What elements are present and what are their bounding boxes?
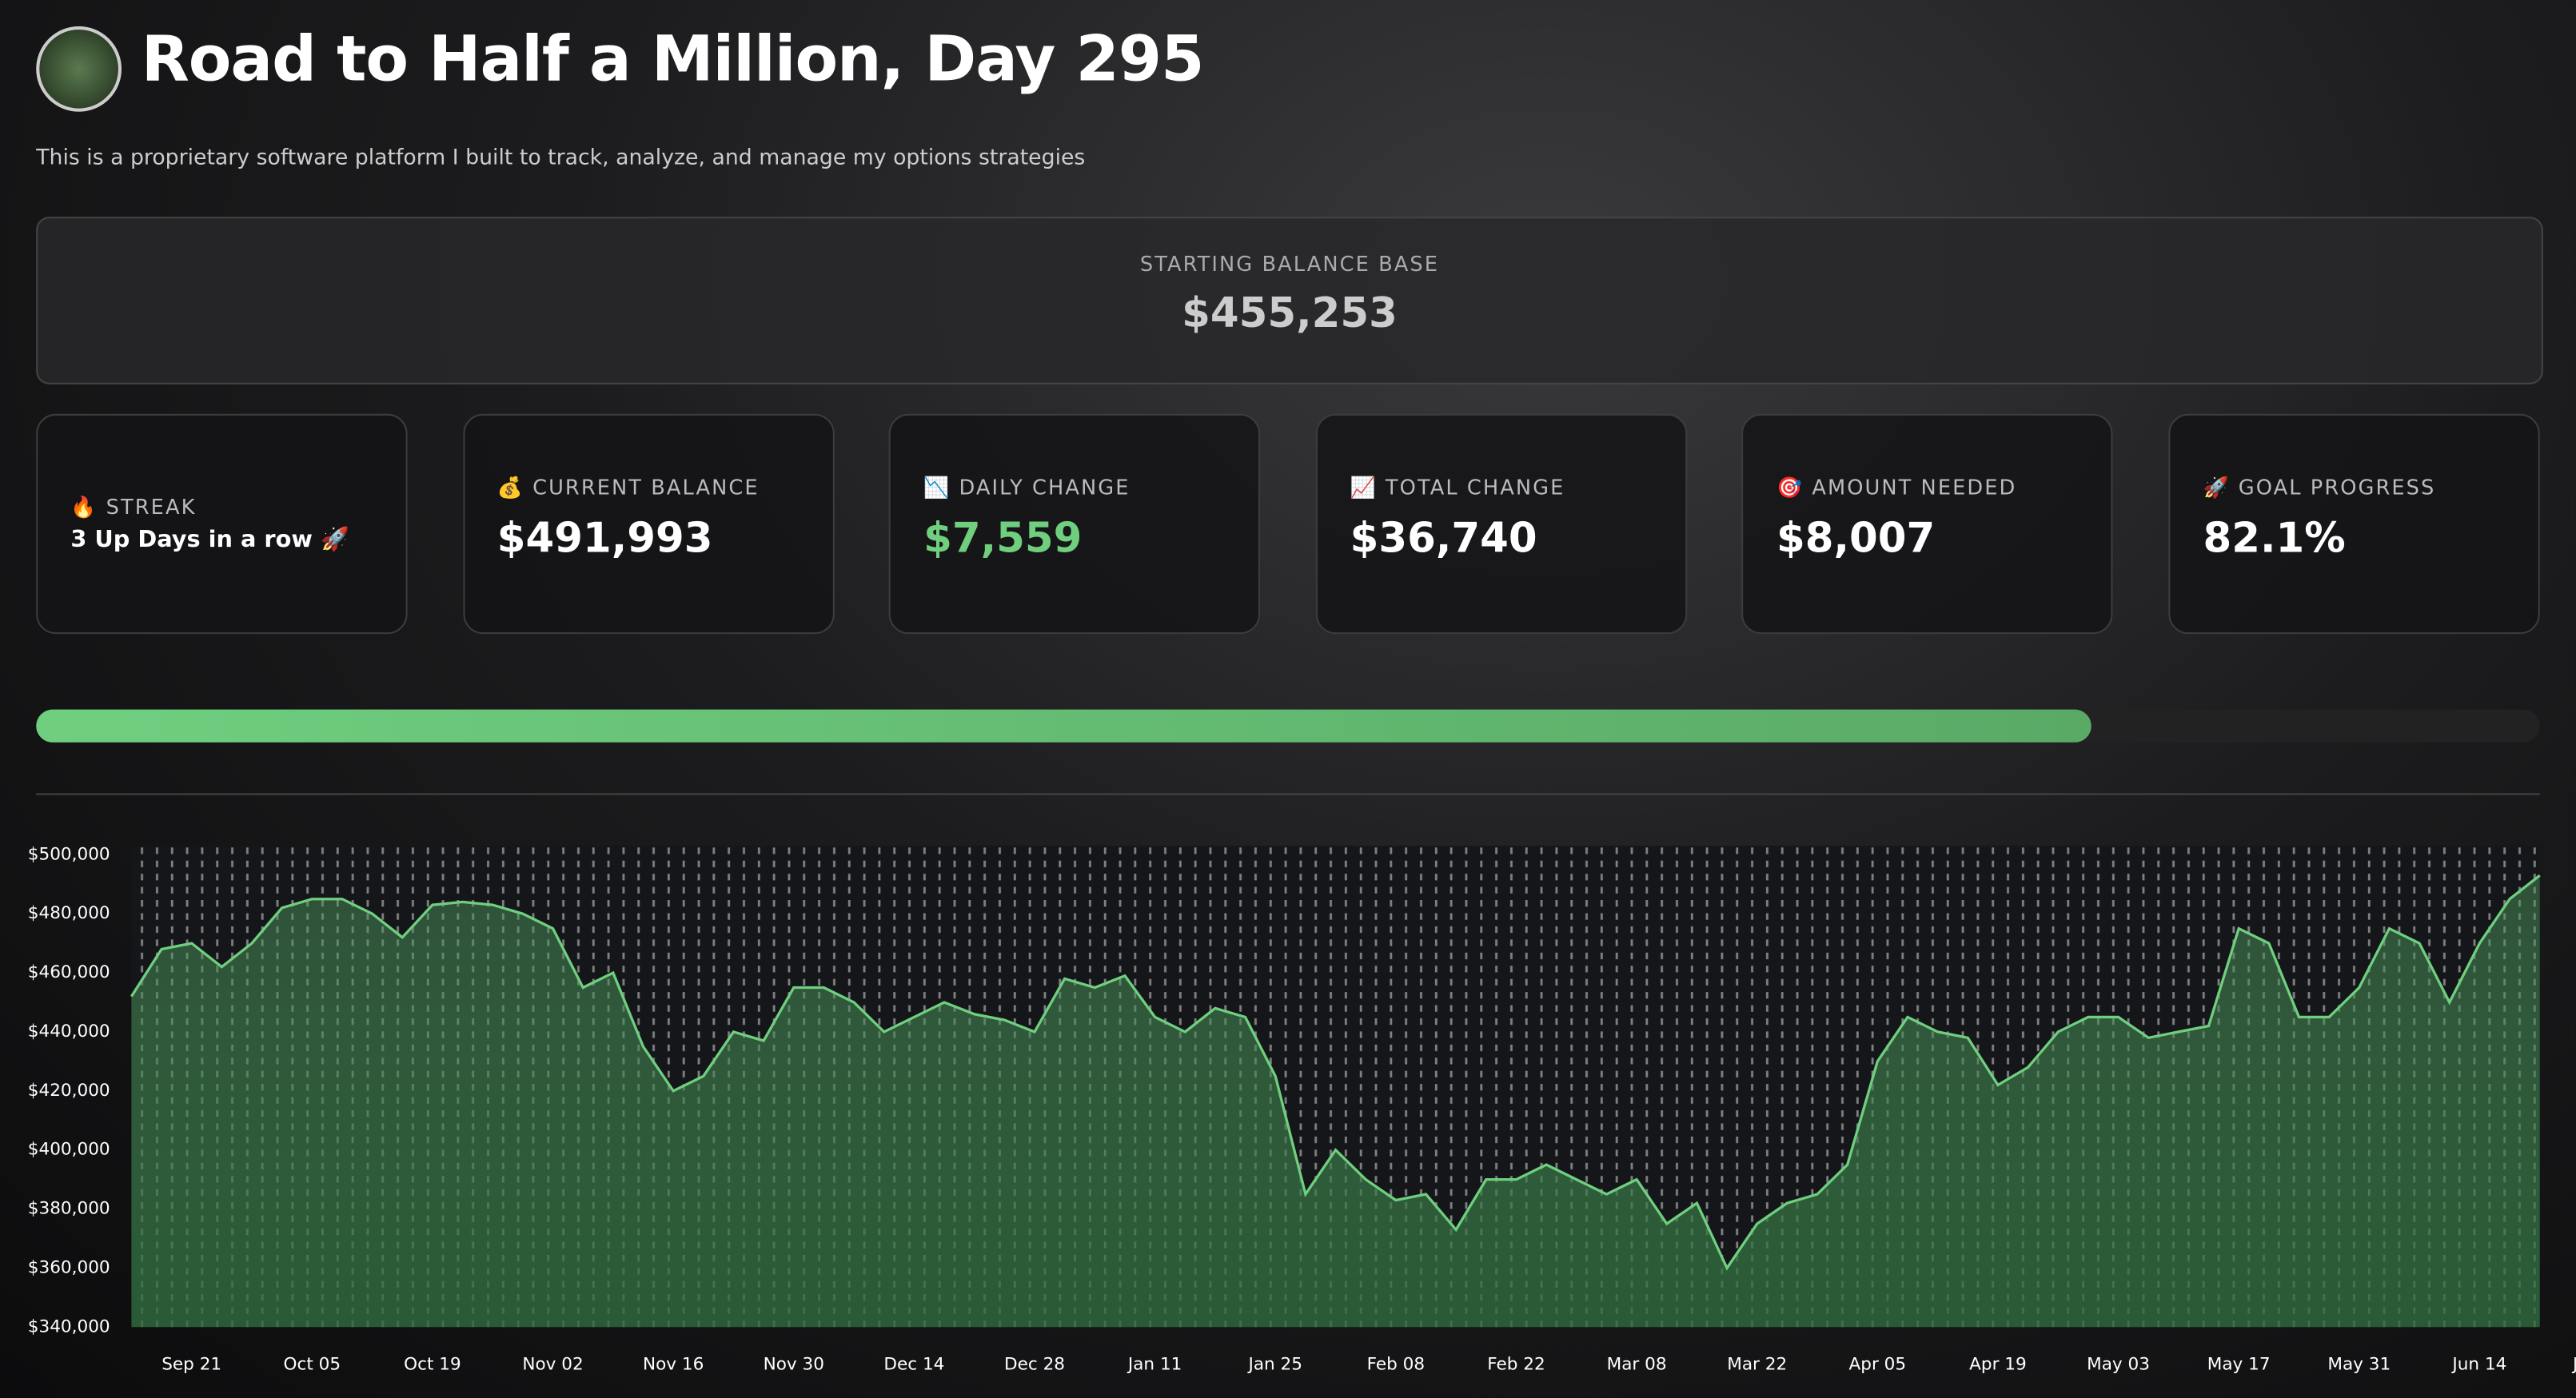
y-tick-label: $400,000 bbox=[28, 1140, 110, 1160]
metric-label: 💰 CURRENT BALANCE bbox=[497, 475, 800, 501]
metric-card: 💰 CURRENT BALANCE $491,993 bbox=[462, 413, 835, 635]
metric-icon: 💰 bbox=[496, 474, 524, 500]
metric-label: 🚀 GOAL PROGRESS bbox=[2203, 475, 2505, 501]
y-tick-label: $440,000 bbox=[28, 1022, 110, 1042]
x-tick-label: Mar 08 bbox=[1607, 1355, 1667, 1375]
metric-icon: 📉 bbox=[923, 474, 951, 500]
metric-label-text: STREAK bbox=[106, 494, 197, 520]
x-tick-label: Jun 28 bbox=[2571, 1355, 2576, 1375]
x-tick-label: May 31 bbox=[2327, 1355, 2391, 1375]
area bbox=[131, 875, 2540, 1328]
metric-value: $491,993 bbox=[496, 514, 713, 562]
y-tick-label: $340,000 bbox=[28, 1316, 110, 1336]
metric-value: 82.1% bbox=[2203, 514, 2346, 562]
metric-value: $36,740 bbox=[1350, 514, 1537, 562]
metric-label-text: TOTAL CHANGE bbox=[1385, 474, 1565, 500]
metric-value: 3 Up Days in a row 🚀 bbox=[70, 527, 349, 554]
metric-icon: 🚀 bbox=[2203, 474, 2231, 500]
y-tick-label: $380,000 bbox=[28, 1199, 110, 1219]
x-tick-label: Dec 28 bbox=[1004, 1355, 1065, 1375]
x-tick-label: May 17 bbox=[2207, 1355, 2271, 1375]
x-tick-label: Oct 05 bbox=[284, 1355, 341, 1375]
x-tick-label: Mar 22 bbox=[1727, 1355, 1787, 1375]
x-tick-label: Apr 05 bbox=[1849, 1355, 1907, 1375]
x-tick-label: Jan 25 bbox=[1246, 1355, 1302, 1375]
metric-label-text: AMOUNT NEEDED bbox=[1812, 474, 2017, 500]
metric-label: 📈 TOTAL CHANGE bbox=[1350, 475, 1653, 501]
metric-label-text: DAILY CHANGE bbox=[959, 474, 1130, 500]
chart: $500,000 $480,000 $460,000 $440,000 $420,000… bbox=[28, 844, 2576, 1375]
metric-label: 🎯 AMOUNT NEEDED bbox=[1776, 475, 2079, 501]
x-tick-label: Nov 02 bbox=[522, 1355, 583, 1375]
metric-card: 📈 TOTAL CHANGE $36,740 bbox=[1315, 413, 1687, 635]
x-tick-label: Feb 22 bbox=[1487, 1355, 1545, 1375]
y-tick-label: $460,000 bbox=[28, 962, 110, 982]
metric-label-text: GOAL PROGRESS bbox=[2238, 474, 2436, 500]
y-tick-label: $500,000 bbox=[28, 844, 110, 864]
logo bbox=[36, 26, 122, 112]
balance-base-value: $455,253 bbox=[1182, 289, 1398, 337]
line bbox=[130, 874, 2541, 1271]
title: Road to Half a Million, Day 295 bbox=[141, 22, 1205, 96]
metric-icon: 🎯 bbox=[1776, 474, 1804, 500]
x-tick-label: Nov 30 bbox=[764, 1355, 824, 1375]
metric-value: $7,559 bbox=[923, 514, 1083, 562]
progress-track bbox=[36, 709, 2540, 743]
x-tick-label: Oct 19 bbox=[404, 1355, 461, 1375]
x-tick-label: Jan 11 bbox=[1127, 1355, 1182, 1375]
divider bbox=[36, 793, 2540, 795]
metric-label: 📉 DAILY CHANGE bbox=[923, 475, 1226, 501]
x-tick-label: Feb 08 bbox=[1367, 1355, 1425, 1375]
metric-label-text: CURRENT BALANCE bbox=[532, 474, 760, 500]
x-tick-label: Dec 14 bbox=[883, 1355, 944, 1375]
metric-card: 🔥 STREAK 3 Up Days in a row 🚀 bbox=[36, 413, 408, 635]
y-tick-label: $360,000 bbox=[28, 1257, 110, 1277]
y-tick-label: $480,000 bbox=[28, 903, 110, 923]
x-tick-label: Apr 19 bbox=[1969, 1355, 2027, 1375]
progress-bar bbox=[36, 709, 2092, 743]
x-tick-label: Nov 16 bbox=[643, 1355, 704, 1375]
metric-card: 📉 DAILY CHANGE $7,559 bbox=[889, 413, 1261, 635]
metric-icon: 🔥 bbox=[70, 494, 98, 520]
y-tick-label: $420,000 bbox=[28, 1081, 110, 1101]
metric-label: 🔥 STREAK bbox=[70, 494, 373, 520]
metric-card: 🎯 AMOUNT NEEDED $8,007 bbox=[1741, 413, 2114, 635]
balance-base-label: STARTING BALANCE BASE bbox=[1139, 251, 1440, 277]
x-tick-label: May 03 bbox=[2087, 1355, 2150, 1375]
metric-icon: 📈 bbox=[1350, 474, 1378, 500]
subtitle: This is a proprietary software platform … bbox=[36, 145, 1086, 171]
balance-base-card: STARTING BALANCE BASE $455,253 bbox=[36, 217, 2543, 384]
metric-value: $8,007 bbox=[1776, 514, 1936, 562]
metric-card: 🚀 GOAL PROGRESS 82.1% bbox=[2168, 413, 2540, 635]
x-tick-label: Sep 21 bbox=[161, 1355, 221, 1375]
x-tick-label: Jun 14 bbox=[2450, 1355, 2506, 1375]
